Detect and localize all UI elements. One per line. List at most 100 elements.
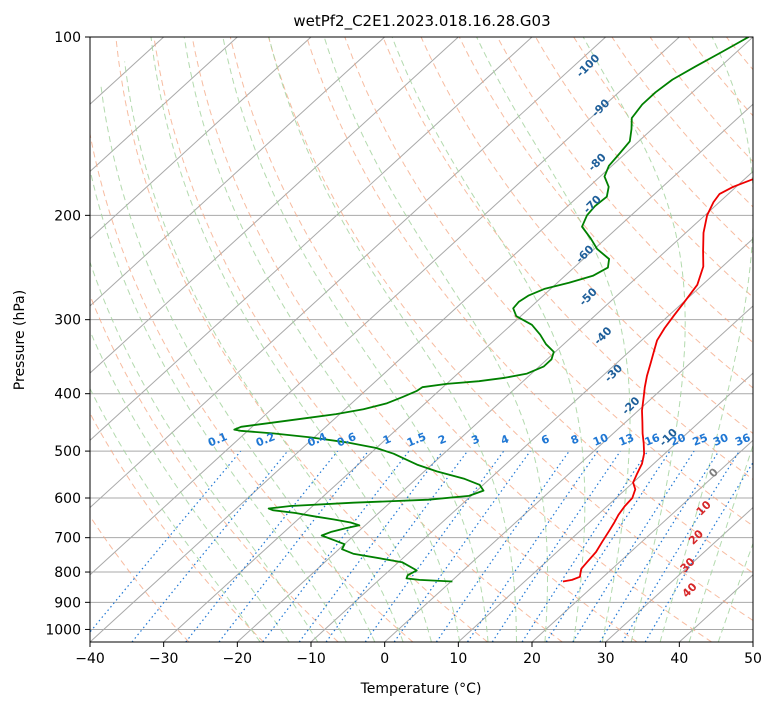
- dry-adiabat-line: [649, 37, 753, 163]
- background-lines: [90, 37, 775, 642]
- isotherm-line: [752, 641, 753, 642]
- mixing-ratio-line: [364, 450, 505, 642]
- moist-adiabat-line: [90, 167, 347, 642]
- dry-adiabat-line: [496, 37, 753, 344]
- moist-adiabat-line: [659, 37, 753, 642]
- mixing-ratio-line: [545, 450, 671, 642]
- y-tick-label: 500: [54, 444, 81, 460]
- y-axis-label: Pressure (hPa): [12, 290, 28, 390]
- dry-adiabat-label: -50: [577, 285, 600, 308]
- isotherm-line: [236, 170, 753, 642]
- isotherm-line: [310, 237, 753, 642]
- temperature-profile-line: [562, 178, 753, 583]
- dry-adiabat-label: -100: [574, 51, 603, 80]
- y-tick-label: 400: [54, 387, 81, 403]
- mixing-ratio-label: 10: [591, 431, 610, 449]
- mixing-ratio-line: [491, 450, 621, 642]
- mixing-ratio-line: [185, 450, 339, 642]
- dry-adiabat-line: [458, 37, 753, 389]
- dry-adiabat-label: -20: [619, 394, 642, 417]
- isotherm-line: [90, 37, 312, 240]
- y-tick-label: 900: [54, 595, 81, 611]
- mixing-ratio-line: [218, 450, 369, 642]
- x-tick-label: 40: [670, 651, 688, 667]
- isotherm-line: [163, 103, 753, 642]
- moist-adiabat-label: 0: [706, 465, 721, 480]
- y-tick-label: 300: [54, 313, 81, 329]
- moist-adiabat-line: [268, 37, 517, 642]
- mixing-ratio-label: 16: [643, 431, 662, 449]
- dry-adiabat-line: [306, 37, 753, 574]
- x-tick-label: −30: [149, 651, 179, 667]
- mixing-ratio-label: 30: [711, 431, 730, 449]
- dry-adiabat-line: [765, 37, 775, 642]
- moist-adiabat-label: 40: [680, 580, 700, 600]
- dry-adiabat-line: [611, 37, 753, 208]
- moist-adiabat-line: [717, 542, 753, 642]
- mixing-ratio-line: [435, 450, 570, 642]
- mixing-ratio-line: [262, 450, 410, 642]
- plot-frame: [89, 36, 754, 643]
- y-tick-label: 100: [54, 30, 81, 46]
- line-labels: -100-90-80-70-60-50-40-30-20-100.1 0.2 0.4…: [206, 51, 753, 600]
- moist-adiabat-line: [476, 37, 631, 642]
- moist-adiabat-line: [90, 387, 261, 642]
- mixing-ratio-label: 2: [436, 432, 448, 447]
- mixing-ratio-label: 25: [691, 431, 710, 449]
- x-tick-label: −20: [223, 651, 253, 667]
- axis-ticks: −40 −30 −20 −10 0 10 20 30 40 5010020030040050060…: [45, 30, 762, 667]
- mixing-ratio-label: 13: [617, 431, 636, 449]
- mixing-ratio-label: 0.6: [335, 430, 358, 449]
- mixing-ratio-line: [131, 450, 289, 642]
- moist-adiabat-line: [100, 83, 376, 642]
- dry-adiabat-label: -70: [581, 193, 604, 216]
- mixing-ratio-label: 6: [539, 432, 551, 447]
- dry-adiabat-line: [90, 293, 339, 642]
- dry-adiabat-line: [687, 37, 753, 117]
- isotherm-line: [384, 305, 753, 642]
- x-tick-label: 10: [449, 651, 467, 667]
- x-tick-label: −40: [75, 651, 105, 667]
- moist-adiabat-line: [222, 37, 489, 642]
- mixing-ratio-line: [621, 450, 740, 642]
- mixing-ratio-line: [572, 450, 695, 642]
- mixing-ratio-label: 4: [499, 432, 511, 447]
- mixing-ratio-label: 1.5: [405, 430, 428, 449]
- x-tick-label: 20: [523, 651, 541, 667]
- moist-adiabat-line: [582, 37, 686, 642]
- mixing-ratio-label: 0.1: [206, 430, 229, 449]
- x-tick-label: −10: [296, 651, 326, 667]
- chart-title: wetPf2_C2E1.2023.018.16.28.G03: [293, 12, 550, 31]
- x-tick-label: 0: [380, 651, 389, 667]
- dry-adiabat-label: -80: [586, 151, 609, 174]
- isotherm-line: [90, 37, 386, 307]
- isotherm-line: [90, 37, 680, 576]
- dry-adiabat-label: -30: [602, 361, 625, 384]
- x-axis-label: Temperature (°C): [360, 681, 482, 697]
- dry-adiabat-line: [382, 37, 753, 481]
- mixing-ratio-line: [90, 450, 242, 633]
- mixing-ratio-line: [599, 450, 720, 642]
- isotherm-line: [90, 37, 459, 374]
- mixing-ratio-line: [644, 461, 753, 642]
- y-tick-label: 600: [54, 491, 81, 507]
- isotherm-line: [605, 506, 753, 642]
- moist-adiabat-line: [323, 37, 548, 642]
- dry-adiabat-line: [268, 37, 753, 622]
- mixing-ratio-line: [521, 450, 649, 642]
- dry-adiabat-line: [229, 37, 712, 642]
- dry-adiabat-line: [344, 37, 753, 527]
- dry-adiabat-label: -40: [591, 324, 614, 347]
- dry-adiabat-line: [115, 37, 488, 642]
- mixing-ratio-line: [393, 450, 531, 642]
- dry-adiabat-line: [90, 131, 414, 642]
- mixing-ratio-line: [298, 450, 444, 642]
- y-tick-label: 700: [54, 531, 81, 547]
- dewpoint-profile-line: [233, 37, 750, 583]
- dry-adiabat-line: [153, 37, 563, 642]
- isotherm-line: [90, 37, 533, 442]
- moist-adiabat-line: [688, 443, 753, 642]
- isotherm-line: [90, 37, 607, 509]
- moist-adiabat-line: [183, 37, 461, 642]
